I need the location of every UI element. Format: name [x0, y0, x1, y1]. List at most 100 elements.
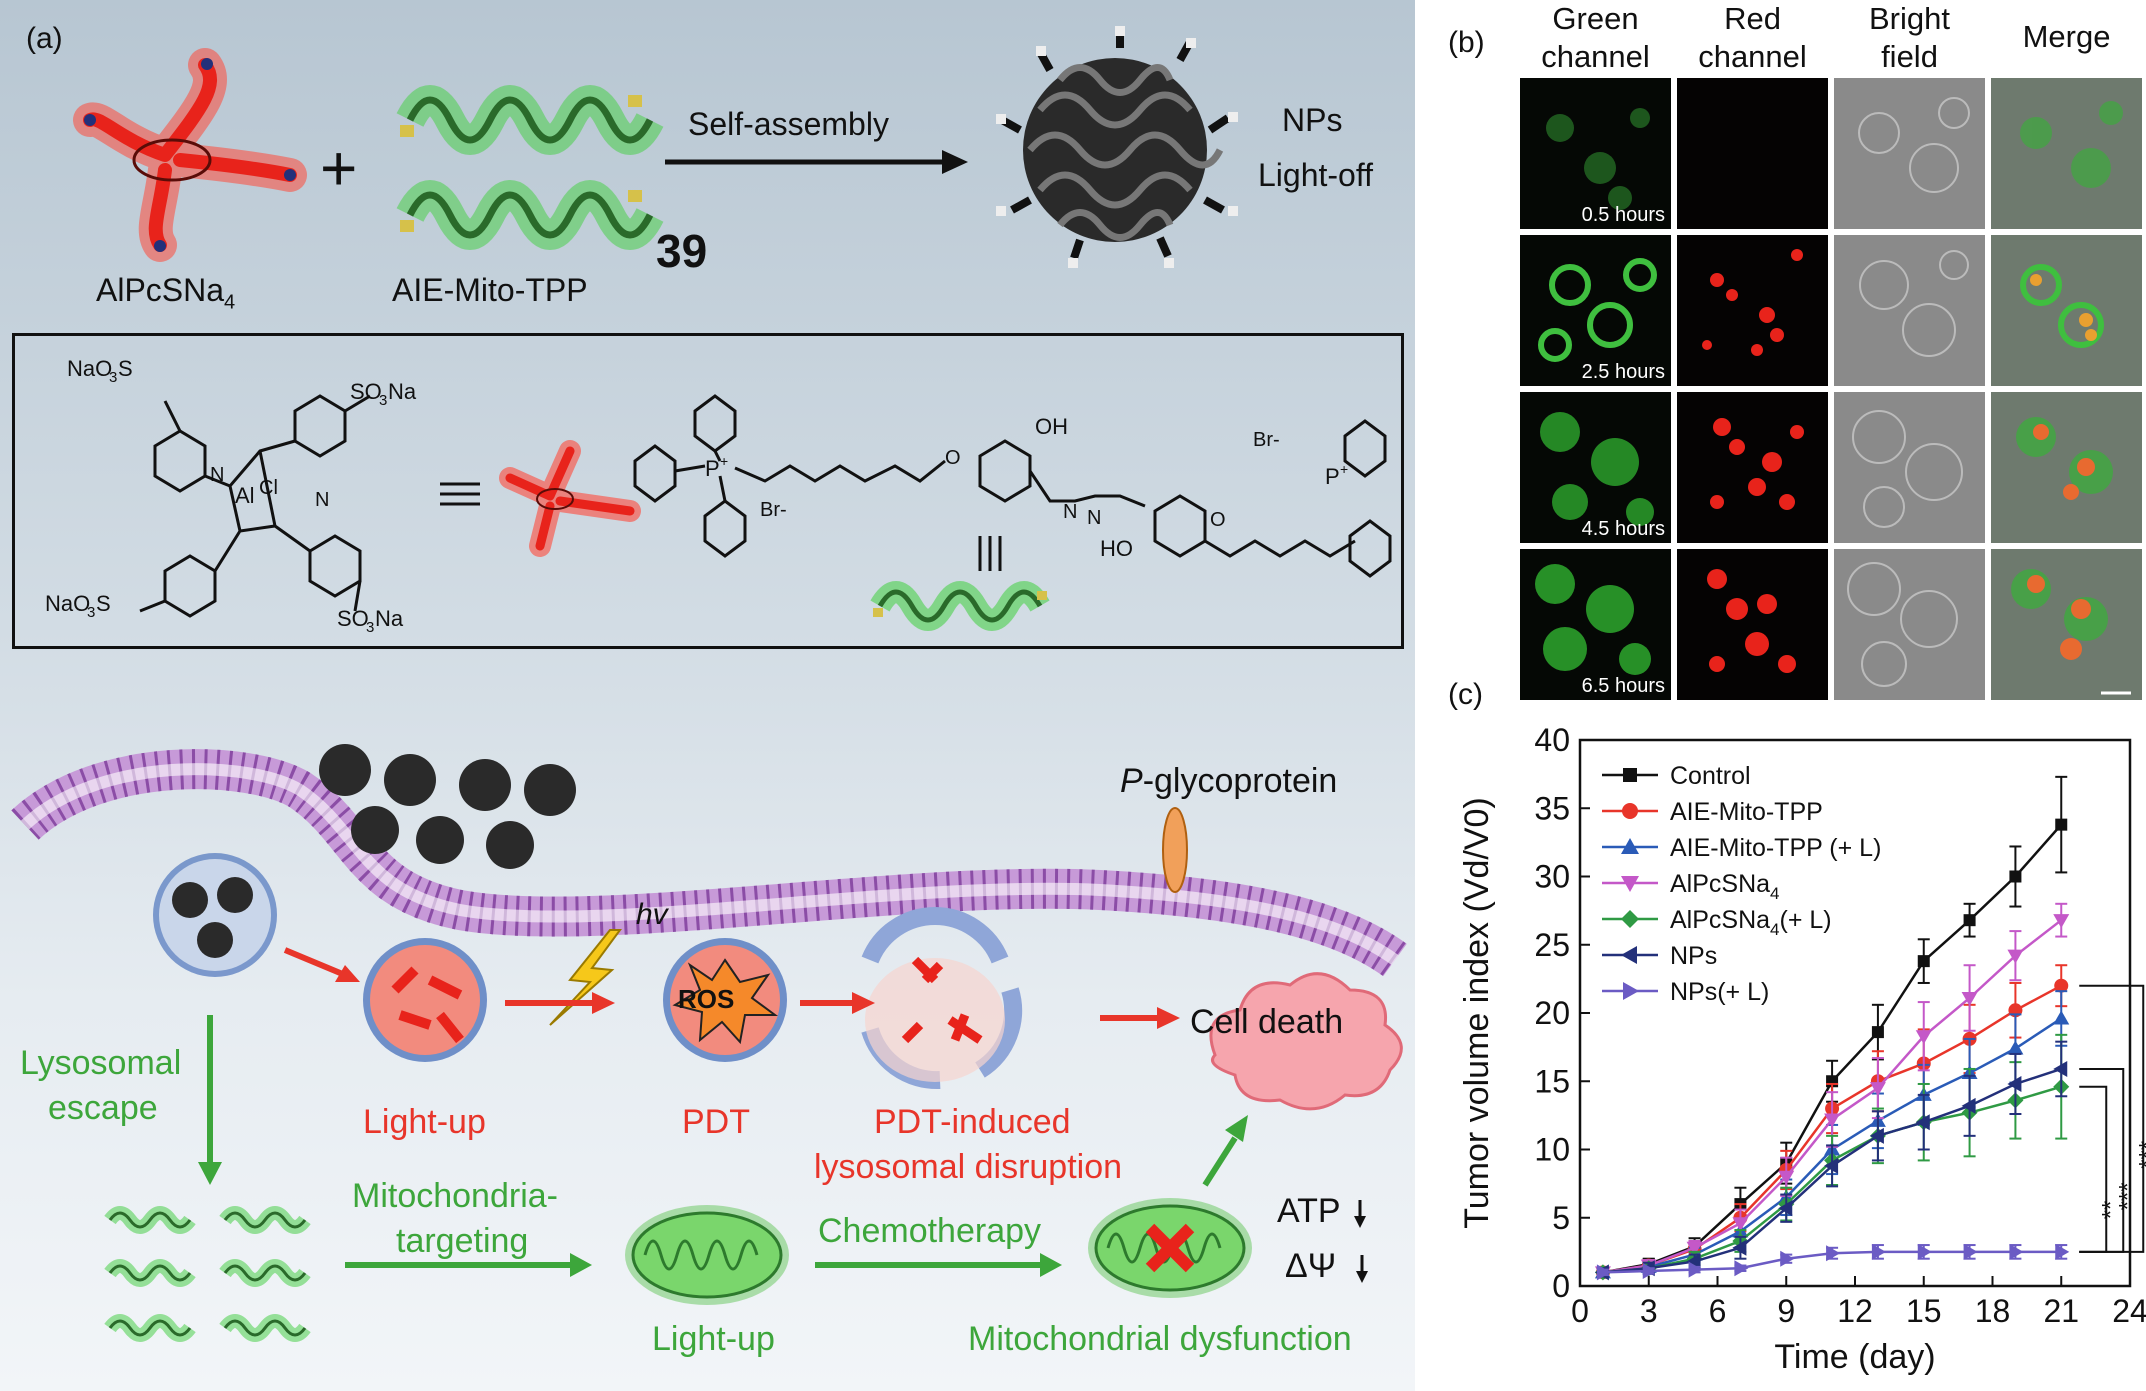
- aie-mito-tpp-label: AIE-Mito-TPP: [392, 272, 588, 308]
- data-point: [2055, 818, 2068, 831]
- data-point: [1824, 1157, 1839, 1174]
- hv-label: hv: [636, 898, 668, 931]
- legend-label: AlPcSNa4(+ L): [1670, 906, 1832, 939]
- aie-mito-tpp-small-icon: [870, 581, 1050, 631]
- bracket-line: [2079, 1067, 2125, 1253]
- data-point: [2009, 1243, 2024, 1260]
- phthalocyanine-structure: [139, 394, 371, 618]
- data-point: [1688, 1261, 1703, 1278]
- significance-bracket: ***: [2079, 984, 2146, 1253]
- p-glycoprotein-label: P-glycoprotein: [1120, 762, 1338, 800]
- data-point: [2053, 1010, 2070, 1025]
- micro-merge-0: [1991, 78, 2142, 229]
- x-tick-label: 12: [1837, 1293, 1873, 1329]
- svg-text:Cl: Cl: [259, 477, 278, 499]
- data-point: [2007, 1040, 2024, 1055]
- y-tick-label: 30: [1534, 859, 1570, 895]
- data-point: [1915, 1030, 1932, 1045]
- plot-frame: [1578, 738, 2132, 1288]
- alpcsna4-label: AlPcSNa4: [96, 272, 236, 314]
- x-tick-label: 3: [1640, 1293, 1658, 1329]
- legend-marker: [1621, 910, 1639, 928]
- delta-psi-label: ΔΨ: [1285, 1247, 1337, 1285]
- data-point: [2007, 1075, 2022, 1092]
- time-label: 4.5 hours: [1581, 518, 1665, 540]
- time-label: 6.5 hours: [1581, 675, 1665, 697]
- ros-label: ROS: [678, 984, 735, 1014]
- svg-text:SO: SO: [350, 379, 382, 404]
- micro-merge-2: [1991, 392, 2142, 543]
- data-point: [1871, 1243, 1886, 1260]
- data-point: [1869, 1127, 1884, 1144]
- data-point: [2007, 949, 2024, 964]
- legend-marker: [1623, 982, 1639, 1000]
- green-arrows: [198, 1015, 1248, 1277]
- mitochondrion-light-up-icon: [625, 1205, 789, 1305]
- pdt-label: PDT: [682, 1103, 750, 1141]
- significance-bracket: ***: [2079, 1067, 2141, 1253]
- svg-text:S: S: [96, 591, 111, 616]
- time-label: 0.5 hours: [1581, 204, 1665, 226]
- x-axis-label: Time (day): [1774, 1338, 1935, 1376]
- svg-text:N: N: [1063, 501, 1077, 523]
- micro-green-0: 0.5 hours: [1520, 78, 1671, 229]
- svg-text:3: 3: [87, 604, 95, 621]
- data-point: [2053, 1060, 2068, 1077]
- x-tick-label: 24: [2112, 1293, 2146, 1329]
- ros-burst-icon: [672, 958, 779, 1045]
- chemotherapy-label: Chemotherapy: [818, 1212, 1042, 1250]
- cell-death-label: Cell death: [1190, 1003, 1344, 1041]
- svg-text:3: 3: [109, 369, 117, 386]
- panel-b-column-headers: Green channel Red channel Bright field Merg…: [1520, 0, 2145, 78]
- pdt-induced-label-2: lysosomal disruption: [814, 1148, 1123, 1186]
- data-point: [1642, 1262, 1657, 1279]
- legend-label: NPs: [1670, 942, 1717, 970]
- data-point: [2053, 914, 2070, 929]
- col-header-merge: Merge: [2022, 19, 2111, 54]
- legend-marker: [1621, 838, 1639, 854]
- lysosomal-escape-label-2: escape: [48, 1089, 158, 1127]
- x-tick-label: 9: [1777, 1293, 1795, 1329]
- y-tick-label: 10: [1534, 1132, 1570, 1168]
- y-axis-label: Tumor volume index (Vd/V0): [1458, 797, 1496, 1228]
- mito-targeting-label-2: targeting: [396, 1222, 529, 1260]
- micro-bright-2: [1834, 392, 1985, 543]
- svg-text:P: P: [705, 456, 720, 481]
- decrease-arrows: [1354, 1200, 1368, 1283]
- svg-text:Al: Al: [235, 483, 255, 508]
- micro-red-0: [1677, 78, 1828, 229]
- data-point: [1778, 1170, 1795, 1185]
- time-label: 2.5 hours: [1581, 361, 1665, 383]
- significance-label: ***: [2134, 1141, 2146, 1169]
- legend-item: AlPcSNa4(+ L): [1602, 906, 1832, 939]
- svg-text:Br-: Br-: [1253, 429, 1280, 451]
- nps-label: NPs: [1282, 102, 1343, 138]
- pdt-induced-label-1: PDT-induced: [874, 1103, 1071, 1141]
- data-point: [1732, 1239, 1747, 1256]
- svg-text:S: S: [118, 356, 133, 381]
- svg-text:3: 3: [366, 619, 374, 636]
- significance-bracket: **: [2079, 1085, 2124, 1253]
- svg-text:+: +: [1340, 461, 1348, 477]
- x-tick-label: 15: [1906, 1293, 1942, 1329]
- svg-text:NaO: NaO: [45, 591, 90, 616]
- data-point: [2009, 870, 2022, 883]
- micro-green-2: 4.5 hours: [1520, 392, 1671, 543]
- svg-text:HO: HO: [1100, 536, 1133, 561]
- svg-text:OH: OH: [1035, 414, 1068, 439]
- self-assembly-label: Self-assembly: [688, 106, 889, 142]
- micro-green-3: 6.5 hours: [1520, 549, 1671, 700]
- cell-death-cloud: [1209, 972, 1403, 1111]
- svg-text:3: 3: [379, 392, 387, 409]
- y-tick-label: 20: [1534, 995, 1570, 1031]
- data-point: [1824, 1113, 1841, 1128]
- data-point: [1734, 1260, 1749, 1277]
- svg-text:Br-: Br-: [760, 499, 787, 521]
- data-point: [1961, 1097, 1976, 1114]
- legend-item: AIE-Mito-TPP (+ L): [1602, 834, 1881, 862]
- mechanism-schematic: [11, 744, 1407, 1342]
- data-point: [1778, 1200, 1793, 1217]
- microscopy-grid: 0.5 hours 2.5 hours 4.5 hours 6.5 hours: [1520, 78, 2145, 703]
- svg-text:Na: Na: [388, 379, 417, 404]
